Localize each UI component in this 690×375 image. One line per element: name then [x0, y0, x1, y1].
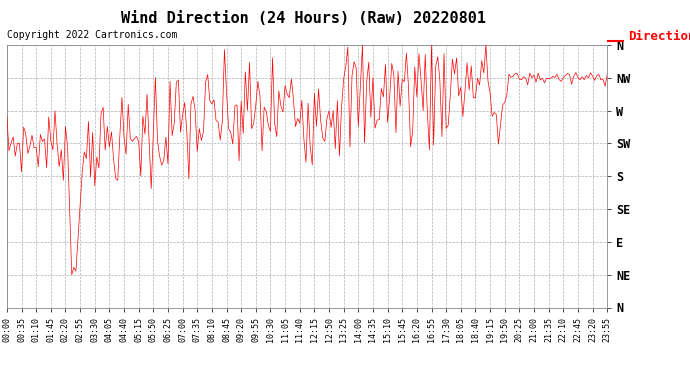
Text: Wind Direction (24 Hours) (Raw) 20220801: Wind Direction (24 Hours) (Raw) 20220801: [121, 11, 486, 26]
Text: Copyright 2022 Cartronics.com: Copyright 2022 Cartronics.com: [7, 30, 177, 40]
Text: Direction: Direction: [628, 30, 690, 43]
